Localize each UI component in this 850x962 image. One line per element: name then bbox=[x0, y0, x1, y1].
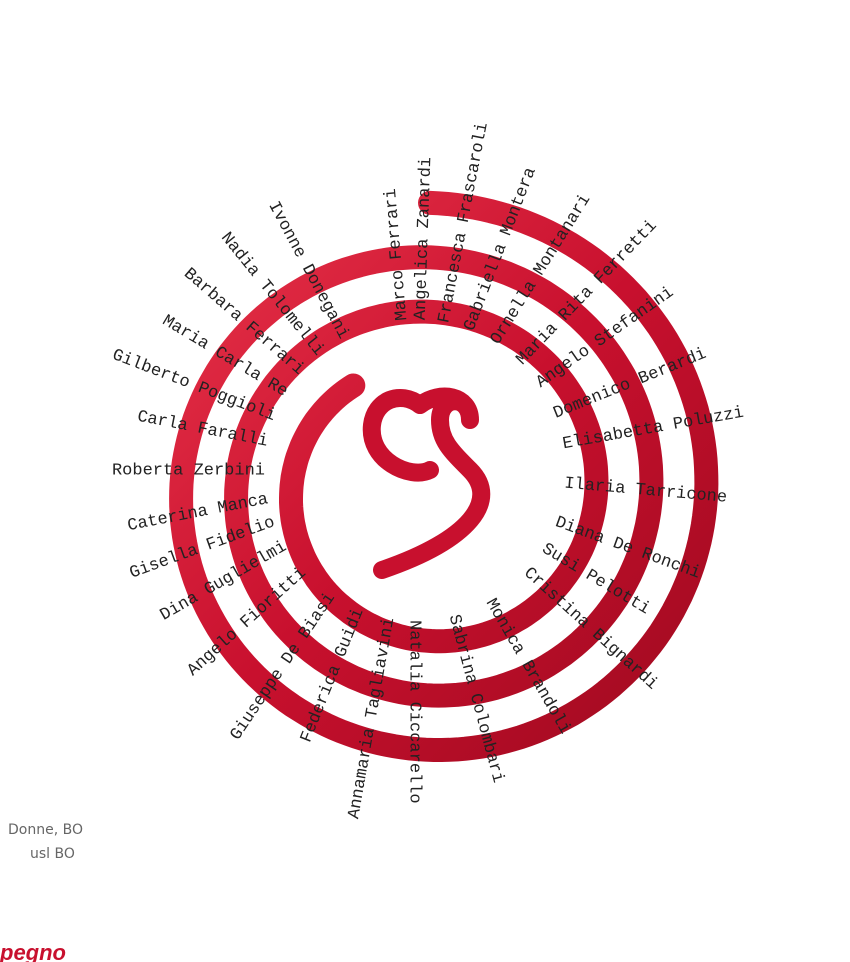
note: Donne, BO bbox=[8, 822, 83, 838]
name-label: Roberta Zerbini bbox=[112, 461, 265, 480]
artwork: Marco FerrariAngelica ZanardiFrancesca F… bbox=[0, 0, 850, 962]
name-label: Angelica Zanardi bbox=[412, 157, 437, 321]
note: usl BO bbox=[30, 846, 75, 862]
page: Marco FerrariAngelica ZanardiFrancesca F… bbox=[0, 0, 850, 962]
footer-text: pegno bbox=[0, 940, 66, 962]
heart-logo bbox=[372, 397, 482, 570]
name-label: Natalia Ciccarello bbox=[405, 620, 424, 804]
